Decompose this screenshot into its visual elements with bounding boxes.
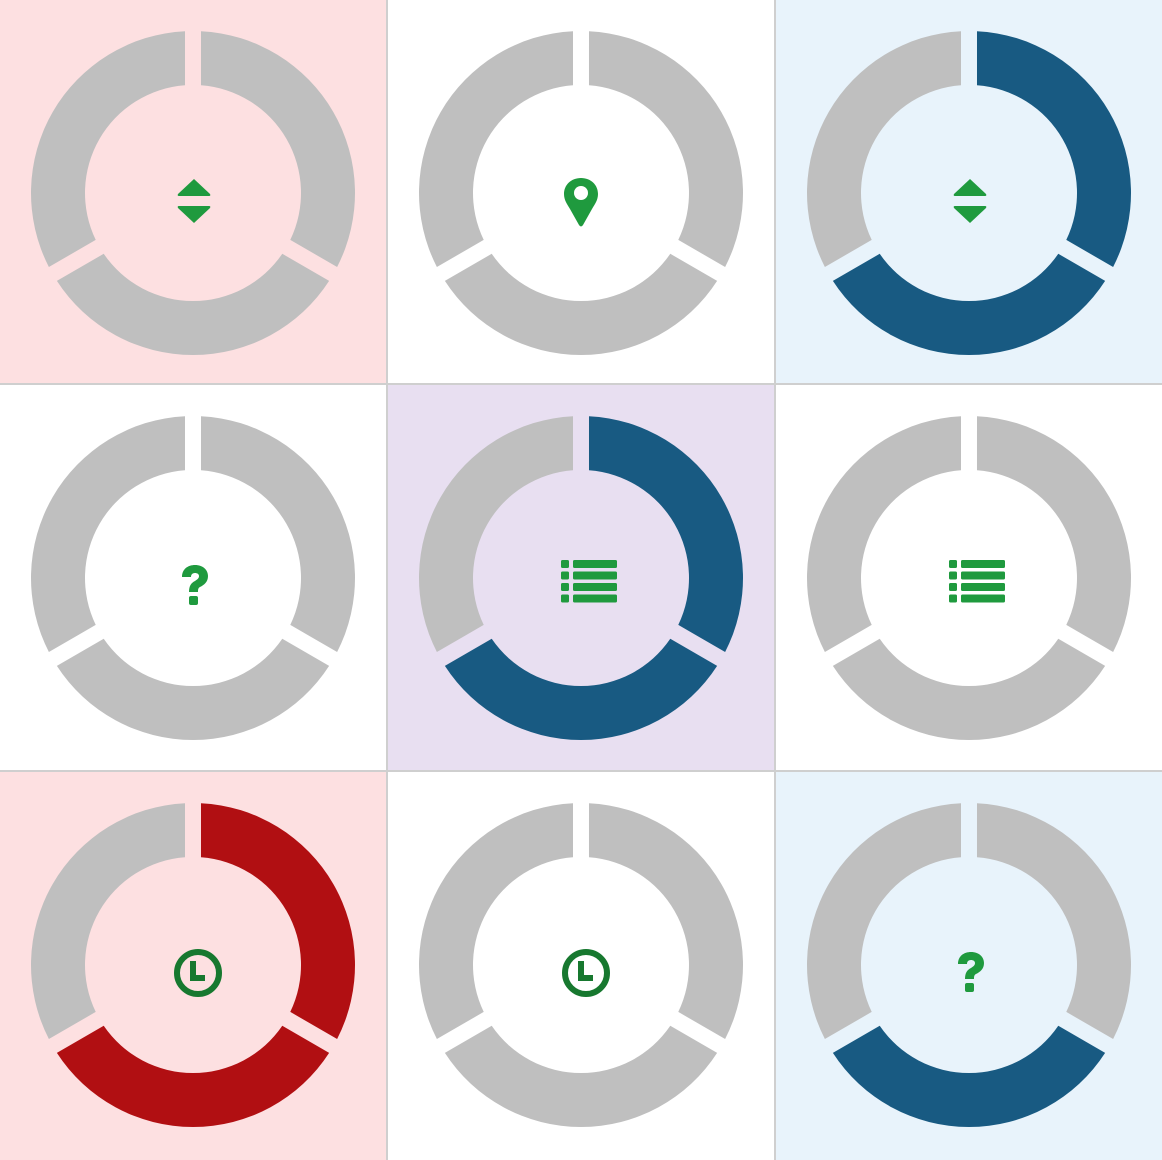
- segment-bottom: [444, 1025, 718, 1127]
- tile-8[interactable]: [388, 772, 774, 1160]
- segment-right: [976, 803, 1131, 1039]
- ring-indicator: [30, 803, 355, 1127]
- segment-left: [30, 416, 186, 652]
- ring-indicator: [30, 416, 355, 740]
- ring-indicator: [807, 31, 1131, 355]
- list-icon: [948, 558, 1008, 608]
- segment-left: [30, 803, 186, 1039]
- segment-right: [976, 31, 1131, 267]
- tile-7[interactable]: [0, 772, 386, 1160]
- ring-indicator: [419, 31, 743, 355]
- tile-4[interactable]: [0, 385, 386, 770]
- grid-divider-vertical: [386, 0, 388, 383]
- segment-bottom: [832, 1025, 1106, 1127]
- segment-left: [807, 803, 962, 1039]
- segment-bottom: [56, 638, 330, 740]
- tile-6[interactable]: [776, 385, 1162, 770]
- ring-indicator: [807, 803, 1131, 1127]
- segment-bottom: [832, 253, 1106, 355]
- grid-divider-horizontal: [0, 770, 1162, 772]
- segment-right: [588, 803, 743, 1039]
- grid-divider-vertical: [386, 772, 388, 1160]
- map-pin-icon: [563, 176, 599, 228]
- list-icon: [560, 558, 620, 608]
- question-mark-icon: [177, 564, 211, 610]
- tile-3[interactable]: [776, 0, 1162, 383]
- tile-5[interactable]: [388, 385, 774, 770]
- ring-indicator: [807, 416, 1131, 740]
- segment-bottom: [444, 253, 718, 355]
- clock-icon: [172, 947, 224, 999]
- segment-right: [588, 31, 743, 267]
- tile-2[interactable]: [388, 0, 774, 383]
- segment-left: [807, 31, 962, 267]
- segment-right: [588, 416, 743, 652]
- sort-icon: [176, 177, 212, 225]
- tile-9[interactable]: [776, 772, 1162, 1160]
- segment-left: [419, 803, 574, 1039]
- segment-left: [419, 31, 574, 267]
- ring-indicator: [419, 803, 743, 1127]
- segment-right: [200, 803, 355, 1039]
- grid-divider-vertical: [774, 772, 776, 1160]
- question-mark-icon: [953, 951, 987, 997]
- segment-left: [30, 31, 186, 267]
- segment-left: [419, 416, 574, 652]
- grid-divider-vertical: [386, 385, 388, 770]
- ring-indicator: [419, 416, 743, 740]
- grid-divider-vertical: [774, 385, 776, 770]
- segment-right: [976, 416, 1131, 652]
- segment-bottom: [444, 638, 718, 740]
- sort-icon: [952, 177, 988, 225]
- ring-indicator: [30, 31, 355, 355]
- segment-bottom: [56, 1025, 330, 1127]
- grid-divider-horizontal: [0, 383, 1162, 385]
- segment-bottom: [832, 638, 1106, 740]
- segment-left: [807, 416, 962, 652]
- grid-divider-vertical: [774, 0, 776, 383]
- segment-right: [200, 416, 355, 652]
- tile-1[interactable]: [0, 0, 386, 383]
- segment-right: [200, 31, 355, 267]
- segment-bottom: [56, 253, 330, 355]
- clock-icon: [560, 947, 612, 999]
